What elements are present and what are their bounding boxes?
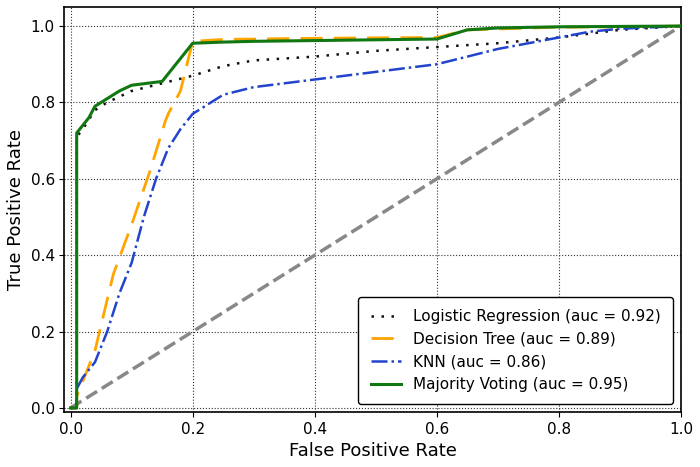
Majority Voting (auc = 0.95)	[311, 38, 319, 43]
Decision Tree (auc = 0.89)	[219, 36, 228, 42]
KNN (auc = 0.86)	[219, 92, 228, 98]
KNN (auc = 0.86)	[433, 62, 441, 67]
Logistic Regression (auc = 0.92)	[494, 41, 502, 46]
KNN (auc = 0.86)	[677, 23, 685, 29]
Decision Tree (auc = 0.89)	[78, 378, 87, 384]
Decision Tree (auc = 0.89)	[311, 35, 319, 41]
KNN (auc = 0.86)	[73, 386, 81, 392]
Majority Voting (auc = 0.95)	[433, 36, 441, 42]
Logistic Regression (auc = 0.92)	[219, 64, 228, 69]
Y-axis label: True Positive Rate: True Positive Rate	[7, 129, 25, 290]
Logistic Regression (auc = 0.92)	[201, 69, 209, 75]
Majority Voting (auc = 0.95)	[372, 37, 380, 42]
Logistic Regression (auc = 0.92)	[433, 44, 441, 50]
KNN (auc = 0.86)	[494, 46, 502, 52]
Logistic Regression (auc = 0.92)	[91, 107, 99, 113]
X-axis label: False Positive Rate: False Positive Rate	[289, 442, 456, 460]
KNN (auc = 0.86)	[164, 145, 172, 151]
Logistic Regression (auc = 0.92)	[280, 56, 288, 61]
Majority Voting (auc = 0.95)	[554, 24, 563, 29]
KNN (auc = 0.86)	[91, 359, 99, 365]
Legend: Logistic Regression (auc = 0.92), Decision Tree (auc = 0.89), KNN (auc = 0.86), : Logistic Regression (auc = 0.92), Decisi…	[358, 297, 673, 404]
Majority Voting (auc = 0.95)	[91, 104, 99, 109]
Logistic Regression (auc = 0.92)	[554, 35, 563, 40]
KNN (auc = 0.86)	[311, 77, 319, 82]
Decision Tree (auc = 0.89)	[146, 169, 154, 174]
KNN (auc = 0.86)	[616, 26, 624, 31]
Logistic Regression (auc = 0.92)	[103, 99, 111, 105]
Logistic Regression (auc = 0.92)	[311, 54, 319, 59]
Majority Voting (auc = 0.95)	[97, 99, 105, 105]
Majority Voting (auc = 0.95)	[85, 115, 93, 120]
Logistic Regression (auc = 0.92)	[73, 405, 81, 411]
KNN (auc = 0.86)	[463, 54, 472, 59]
Logistic Regression (auc = 0.92)	[158, 80, 167, 86]
KNN (auc = 0.86)	[103, 329, 111, 334]
Logistic Regression (auc = 0.92)	[249, 57, 258, 63]
KNN (auc = 0.86)	[152, 176, 160, 182]
Logistic Regression (auc = 0.92)	[78, 127, 87, 132]
Decision Tree (auc = 0.89)	[616, 24, 624, 29]
Decision Tree (auc = 0.89)	[73, 405, 81, 411]
Majority Voting (auc = 0.95)	[73, 130, 81, 136]
Majority Voting (auc = 0.95)	[66, 405, 75, 411]
Logistic Regression (auc = 0.92)	[73, 134, 81, 140]
KNN (auc = 0.86)	[139, 214, 148, 220]
KNN (auc = 0.86)	[249, 85, 258, 90]
Majority Voting (auc = 0.95)	[158, 78, 167, 84]
Majority Voting (auc = 0.95)	[249, 38, 258, 44]
KNN (auc = 0.86)	[78, 375, 87, 380]
Majority Voting (auc = 0.95)	[78, 122, 87, 128]
Logistic Regression (auc = 0.92)	[66, 405, 75, 411]
Logistic Regression (auc = 0.92)	[127, 88, 136, 94]
KNN (auc = 0.86)	[585, 29, 594, 35]
Majority Voting (auc = 0.95)	[73, 405, 81, 411]
KNN (auc = 0.86)	[201, 104, 209, 109]
Logistic Regression (auc = 0.92)	[616, 27, 624, 33]
Majority Voting (auc = 0.95)	[463, 27, 472, 33]
KNN (auc = 0.86)	[176, 127, 185, 132]
KNN (auc = 0.86)	[554, 35, 563, 40]
Majority Voting (auc = 0.95)	[109, 92, 118, 98]
Decision Tree (auc = 0.89)	[109, 271, 118, 277]
Majority Voting (auc = 0.95)	[219, 39, 228, 45]
Logistic Regression (auc = 0.92)	[463, 42, 472, 48]
Logistic Regression (auc = 0.92)	[188, 73, 197, 78]
Line: Majority Voting (auc = 0.95): Majority Voting (auc = 0.95)	[71, 26, 681, 408]
Decision Tree (auc = 0.89)	[176, 88, 185, 94]
KNN (auc = 0.86)	[188, 111, 197, 117]
Decision Tree (auc = 0.89)	[554, 24, 563, 30]
Decision Tree (auc = 0.89)	[127, 222, 136, 227]
Decision Tree (auc = 0.89)	[66, 405, 75, 411]
Logistic Regression (auc = 0.92)	[372, 48, 380, 54]
Decision Tree (auc = 0.89)	[91, 348, 99, 354]
Decision Tree (auc = 0.89)	[433, 35, 441, 40]
Line: Logistic Regression (auc = 0.92): Logistic Regression (auc = 0.92)	[71, 26, 681, 408]
Line: KNN (auc = 0.86): KNN (auc = 0.86)	[71, 26, 681, 408]
Decision Tree (auc = 0.89)	[677, 23, 685, 29]
KNN (auc = 0.86)	[116, 290, 124, 296]
Majority Voting (auc = 0.95)	[494, 25, 502, 31]
Decision Tree (auc = 0.89)	[463, 27, 472, 33]
Line: Decision Tree (auc = 0.89): Decision Tree (auc = 0.89)	[71, 26, 681, 408]
Majority Voting (auc = 0.95)	[116, 88, 124, 94]
Majority Voting (auc = 0.95)	[127, 83, 136, 88]
Majority Voting (auc = 0.95)	[616, 24, 624, 29]
Majority Voting (auc = 0.95)	[103, 96, 111, 101]
Majority Voting (auc = 0.95)	[188, 41, 197, 46]
Decision Tree (auc = 0.89)	[164, 111, 172, 117]
KNN (auc = 0.86)	[372, 69, 380, 75]
Decision Tree (auc = 0.89)	[161, 119, 169, 124]
KNN (auc = 0.86)	[127, 260, 136, 266]
Majority Voting (auc = 0.95)	[677, 23, 685, 29]
Decision Tree (auc = 0.89)	[73, 394, 81, 399]
KNN (auc = 0.86)	[66, 405, 75, 411]
Logistic Regression (auc = 0.92)	[585, 31, 594, 36]
Logistic Regression (auc = 0.92)	[677, 23, 685, 29]
KNN (auc = 0.86)	[73, 405, 81, 411]
Decision Tree (auc = 0.89)	[188, 38, 197, 44]
